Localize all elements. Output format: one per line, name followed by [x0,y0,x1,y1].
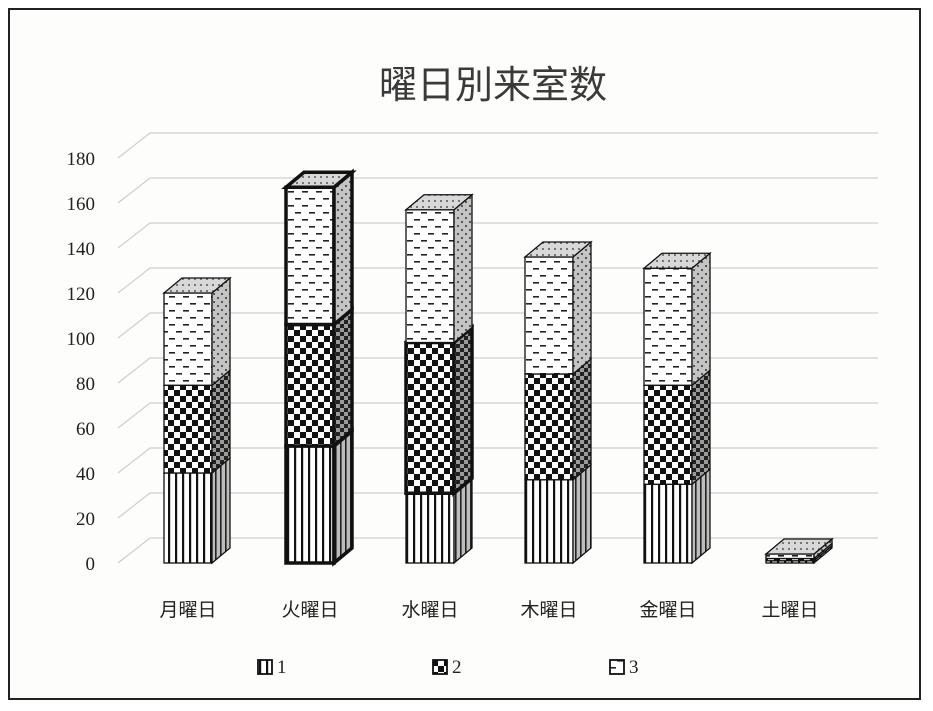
bar-segment-front [405,492,455,564]
bar-top-face [764,538,834,555]
bar-segment-front [524,373,574,481]
legend-label-3: 3 [629,657,639,678]
bar-segment-front [765,553,815,560]
bar-stack [642,251,712,565]
x-category-label: 月曜日 [159,599,216,621]
x-category-label: 火曜日 [281,599,338,621]
y-tick-label: 160 [67,194,96,215]
y-tick-label: 120 [67,284,96,305]
gridline [117,402,878,429]
y-tick-label: 100 [67,329,96,350]
bar-top-face [404,194,474,211]
bar-segment-front [643,267,693,386]
gridline [117,222,878,249]
bar-segment-side [453,193,473,344]
legend-swatch-2 [432,659,448,675]
y-tick-label: 80 [76,374,95,395]
bar-segment-front [404,340,456,495]
y-tick-label: 40 [76,464,95,485]
legend-item-3: 3 [609,657,639,678]
bar-segment-side [332,168,354,329]
y-axis-ticks: 0 20 40 60 80 100 120 140 160 180 [67,149,96,575]
bar-stack [764,537,834,565]
gridline [117,312,878,339]
legend-item-1: 1 [257,657,287,678]
gridline [117,492,878,519]
gridline [117,447,878,474]
bar-segment-side [572,240,592,376]
bar-segment-side [691,467,711,565]
bar-segment-front [643,384,693,485]
x-category-label: 金曜日 [639,599,696,621]
legend-item-2: 2 [432,657,462,678]
bar-segment-side [211,368,231,475]
bar-segment-side [332,427,354,567]
bar-segment-side [332,305,354,450]
bar-segment-side [211,276,231,387]
chart-title: 曜日別来室数 [379,63,607,107]
bar-stack [404,193,474,565]
bar-segment-front [524,479,574,564]
y-tick-label: 0 [86,554,96,575]
gridline [117,177,878,204]
gridline [117,132,878,159]
bar-top-face [523,241,593,258]
bar-segment-side [691,368,711,486]
y-tick-label: 20 [76,509,95,530]
bar-segment-front [405,209,455,344]
bar-stack [162,276,232,565]
bar-segment-front [163,472,213,564]
legend-swatch-3 [609,659,625,675]
bar-segment-front [643,483,693,564]
bar-segment-side [211,456,231,565]
gridlines [117,132,878,564]
bar-segment-front [524,256,574,375]
gridline [117,267,878,294]
bar-segment-side [691,251,711,387]
x-category-label: 土曜日 [761,599,818,621]
bar-segment-side [572,357,592,482]
bar-segment-front [163,292,213,386]
bar-segment-front [284,322,336,448]
legend-label-1: 1 [277,657,287,678]
x-category-label: 水曜日 [401,599,458,621]
bar-segment-side [452,323,474,497]
bar-stack [523,240,593,565]
gridline [117,537,878,564]
bars [162,168,834,567]
gridline [117,357,878,384]
legend-swatch-1 [257,659,273,675]
bar-segment-side [572,463,592,565]
x-category-label: 木曜日 [520,599,577,621]
bar-segment-front [163,384,213,474]
y-tick-label: 180 [67,149,96,170]
bar-segment-front [284,444,336,565]
legend: 1 2 3 [257,657,639,678]
bar-stack [281,168,357,567]
bar-top-face [162,277,232,294]
y-tick-label: 60 [76,419,95,440]
bar-top-face [642,252,712,269]
bar-segment-front [284,185,336,327]
x-axis-categories: 月曜日 火曜日 水曜日 木曜日 金曜日 土曜日 [159,599,818,621]
legend-label-2: 2 [452,657,462,678]
y-tick-label: 140 [67,239,96,260]
bar-top-face [281,170,357,189]
